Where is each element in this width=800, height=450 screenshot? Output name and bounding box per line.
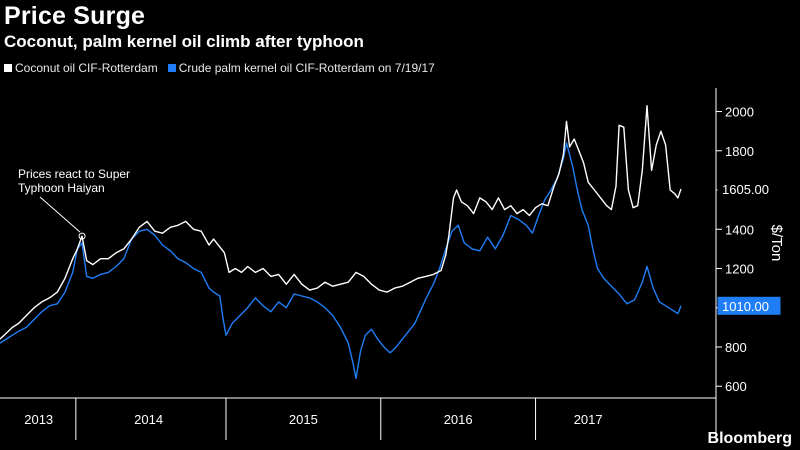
end-label-coconut: 1605.00 (722, 182, 769, 197)
legend-swatch-coconut (4, 64, 12, 72)
y-axis-label: $/Ton (768, 225, 785, 262)
labels-layer: 1605.00 1010.00 Prices react to SuperTypho… (18, 167, 781, 315)
year-label: 2017 (574, 412, 603, 427)
year-label: 2013 (24, 412, 53, 427)
legend-item-palm-kernel: Crude palm kernel oil CIF-Rotterdam on 7… (167, 61, 435, 75)
y-tick-label: 1200 (725, 262, 754, 277)
end-label-palm-kernel: 1010.00 (722, 299, 769, 314)
year-label: 2016 (444, 412, 473, 427)
y-tick-label: 1400 (725, 222, 754, 237)
y-tick-label: 1800 (725, 144, 754, 159)
y-tick-label: 600 (725, 379, 747, 394)
legend-label-coconut: Coconut oil CIF-Rotterdam (15, 61, 158, 75)
series-line-coconut (0, 105, 682, 340)
year-label: 2014 (134, 412, 163, 427)
y-tick-label: 800 (725, 340, 747, 355)
legend: Coconut oil CIF-Rotterdam Crude palm ker… (4, 60, 445, 76)
legend-swatch-palm-kernel (167, 64, 176, 72)
chart-subtitle: Coconut, palm kernel oil climb after typ… (4, 32, 364, 51)
legend-item-coconut: Coconut oil CIF-Rotterdam (4, 61, 158, 75)
chart-title: Price Surge (4, 2, 146, 30)
lines-layer (0, 105, 682, 380)
annotation-marker (78, 232, 86, 240)
y-tick-label: 2000 (725, 105, 754, 120)
end-label-box-palm-kernel (717, 296, 781, 315)
annotation-text: Typhoon Haiyan (18, 181, 105, 195)
year-label: 2015 (289, 412, 318, 427)
series-line-palm-kernel (0, 142, 682, 380)
annotation-leader (39, 196, 81, 233)
end-label-box-coconut (717, 180, 781, 199)
annotation-text: Prices react to Super (18, 167, 130, 181)
bloomberg-logo: Bloomberg (707, 430, 792, 447)
legend-label-palm-kernel: Crude palm kernel oil CIF-Rotterdam on 7… (178, 61, 435, 75)
